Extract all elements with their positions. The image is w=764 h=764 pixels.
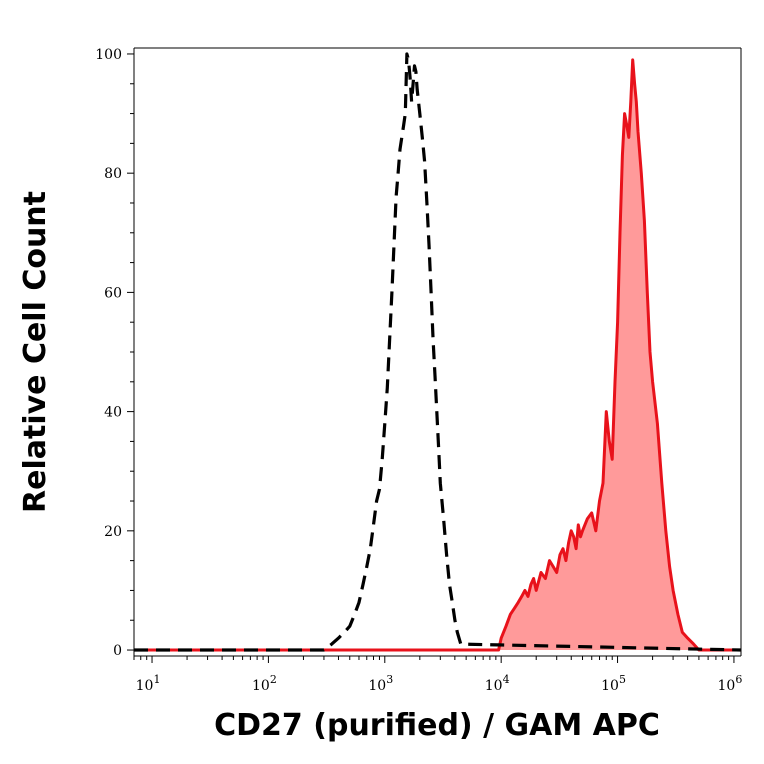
control-histogram-dashed-line bbox=[134, 52, 742, 652]
y-tick-label: 0 bbox=[113, 643, 122, 659]
x-tick-label: 101 bbox=[136, 673, 161, 694]
y-axis-title: Relative Cell Count bbox=[18, 191, 53, 513]
y-tick-label: 40 bbox=[104, 405, 122, 421]
y-tick-label: 60 bbox=[104, 285, 122, 301]
x-tick-label: 106 bbox=[718, 673, 743, 694]
x-tick-label: 102 bbox=[252, 673, 277, 694]
y-tick-label: 100 bbox=[95, 47, 122, 63]
y-tick-label: 20 bbox=[104, 524, 122, 540]
series-layer bbox=[134, 52, 742, 652]
y-tick-label: 80 bbox=[104, 166, 122, 182]
x-tick-label: 104 bbox=[485, 673, 510, 694]
red-histogram-fill bbox=[134, 59, 741, 650]
x-axis-ticks: 101 102 103 104 105 106 bbox=[133, 656, 743, 694]
y-axis-ticks: 0 20 40 60 80 100 bbox=[95, 47, 134, 659]
x-tick-label: 103 bbox=[368, 673, 393, 694]
x-axis-title: CD27 (purified) / GAM APC bbox=[214, 708, 660, 743]
x-tick-label: 105 bbox=[601, 673, 626, 694]
red-histogram-line bbox=[134, 58, 741, 652]
